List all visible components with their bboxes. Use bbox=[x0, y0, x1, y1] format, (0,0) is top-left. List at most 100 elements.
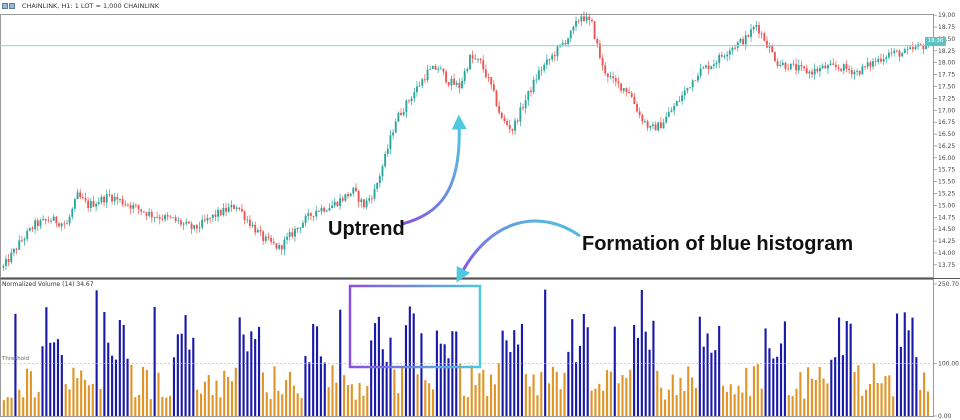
candle-body bbox=[121, 199, 124, 205]
candle-body bbox=[551, 55, 554, 60]
volume-bar bbox=[300, 398, 303, 416]
candle-body bbox=[119, 199, 121, 200]
candle-body bbox=[317, 210, 320, 212]
price-tick-label: 13.75 bbox=[938, 262, 955, 269]
price-tick-label: 14.75 bbox=[938, 214, 955, 221]
volume-bar bbox=[517, 344, 520, 416]
candle-body bbox=[866, 62, 869, 67]
volume-bar bbox=[837, 317, 841, 416]
candle-body bbox=[893, 50, 896, 54]
volume-bar bbox=[629, 369, 632, 416]
window-icon[interactable] bbox=[2, 3, 15, 9]
candle-body bbox=[712, 64, 715, 67]
candle-body bbox=[219, 209, 222, 216]
volume-bar bbox=[381, 349, 384, 416]
volume-bar bbox=[470, 365, 473, 416]
candle-body bbox=[514, 120, 516, 131]
candle-body bbox=[262, 231, 265, 241]
volume-bar bbox=[83, 379, 87, 416]
candle-body bbox=[882, 58, 885, 62]
candle-body bbox=[577, 20, 580, 22]
volume-bar bbox=[861, 395, 864, 416]
candle-body bbox=[644, 121, 646, 123]
candle-body bbox=[137, 205, 140, 210]
candle-body bbox=[697, 75, 699, 81]
volume-bar bbox=[134, 397, 137, 416]
candle-body bbox=[821, 65, 824, 69]
candle-body bbox=[511, 128, 514, 131]
candle-body bbox=[458, 82, 461, 89]
candle-body bbox=[625, 88, 628, 92]
volume-bar bbox=[466, 397, 469, 416]
volume-bar bbox=[822, 378, 825, 416]
candle-body bbox=[423, 79, 426, 81]
candle-body bbox=[763, 33, 766, 41]
candle-body bbox=[768, 46, 771, 48]
volume-bar bbox=[671, 374, 674, 416]
volume-bar bbox=[609, 371, 612, 416]
volume-bar bbox=[331, 365, 334, 416]
candle-body bbox=[471, 54, 474, 59]
candle-body bbox=[694, 80, 697, 82]
candle-body bbox=[797, 65, 800, 71]
candle-body bbox=[773, 52, 776, 62]
candle-body bbox=[296, 227, 299, 229]
volume-bar bbox=[172, 357, 176, 416]
volume-bar bbox=[621, 375, 624, 416]
volume-tick-label: 100.00 bbox=[938, 360, 959, 367]
volume-bar bbox=[265, 392, 268, 416]
volume-bar bbox=[602, 390, 605, 416]
volume-bar bbox=[694, 388, 698, 416]
volume-bar bbox=[257, 326, 261, 416]
candle-body bbox=[604, 65, 607, 74]
candle-body bbox=[805, 68, 808, 74]
candle-body bbox=[898, 50, 901, 57]
candle-body bbox=[355, 187, 357, 191]
candle-body bbox=[734, 47, 737, 49]
volume-bar bbox=[571, 319, 574, 416]
volume-bar bbox=[497, 363, 500, 416]
candle-body bbox=[347, 194, 349, 197]
volume-bar bbox=[787, 395, 790, 416]
symbol-title: CHAINLINK, H1: 1 LOT = 1,000 CHAINLINK bbox=[22, 2, 159, 10]
volume-bar bbox=[126, 358, 129, 416]
volume-bar bbox=[393, 369, 396, 416]
candle-body bbox=[837, 67, 840, 69]
volume-bar bbox=[660, 387, 663, 416]
candle-body bbox=[789, 63, 792, 70]
volume-bar bbox=[749, 396, 752, 416]
candle-body bbox=[349, 193, 352, 197]
uptrend-annotation: Uptrend bbox=[328, 218, 405, 240]
volume-bar bbox=[281, 394, 284, 416]
candle-body bbox=[26, 230, 29, 240]
volume-bar bbox=[741, 392, 744, 416]
candle-body bbox=[344, 194, 347, 201]
volume-bar bbox=[346, 385, 350, 416]
candle-body bbox=[376, 182, 379, 189]
candle-body bbox=[18, 240, 21, 250]
candle-body bbox=[429, 68, 432, 70]
price-tick-label: 18.25 bbox=[938, 48, 955, 55]
candle-body bbox=[105, 194, 108, 203]
candle-body bbox=[561, 42, 564, 45]
volume-bar bbox=[14, 313, 17, 416]
candle-body bbox=[890, 52, 893, 54]
candle-body bbox=[291, 232, 294, 237]
candle-body bbox=[662, 122, 665, 129]
candle-body bbox=[323, 207, 326, 212]
candle-body bbox=[97, 202, 100, 205]
volume-bar bbox=[95, 290, 98, 416]
volume-bar bbox=[547, 383, 551, 416]
candle-body bbox=[89, 201, 92, 209]
volume-bar bbox=[385, 361, 388, 416]
candle-body bbox=[678, 100, 681, 102]
volume-bar bbox=[296, 393, 299, 416]
volume-bar bbox=[528, 386, 531, 416]
volume-bar bbox=[323, 362, 326, 416]
candle-body bbox=[845, 64, 848, 69]
candle-body bbox=[28, 228, 31, 231]
candle-body bbox=[707, 65, 710, 70]
candle-body bbox=[13, 248, 15, 253]
